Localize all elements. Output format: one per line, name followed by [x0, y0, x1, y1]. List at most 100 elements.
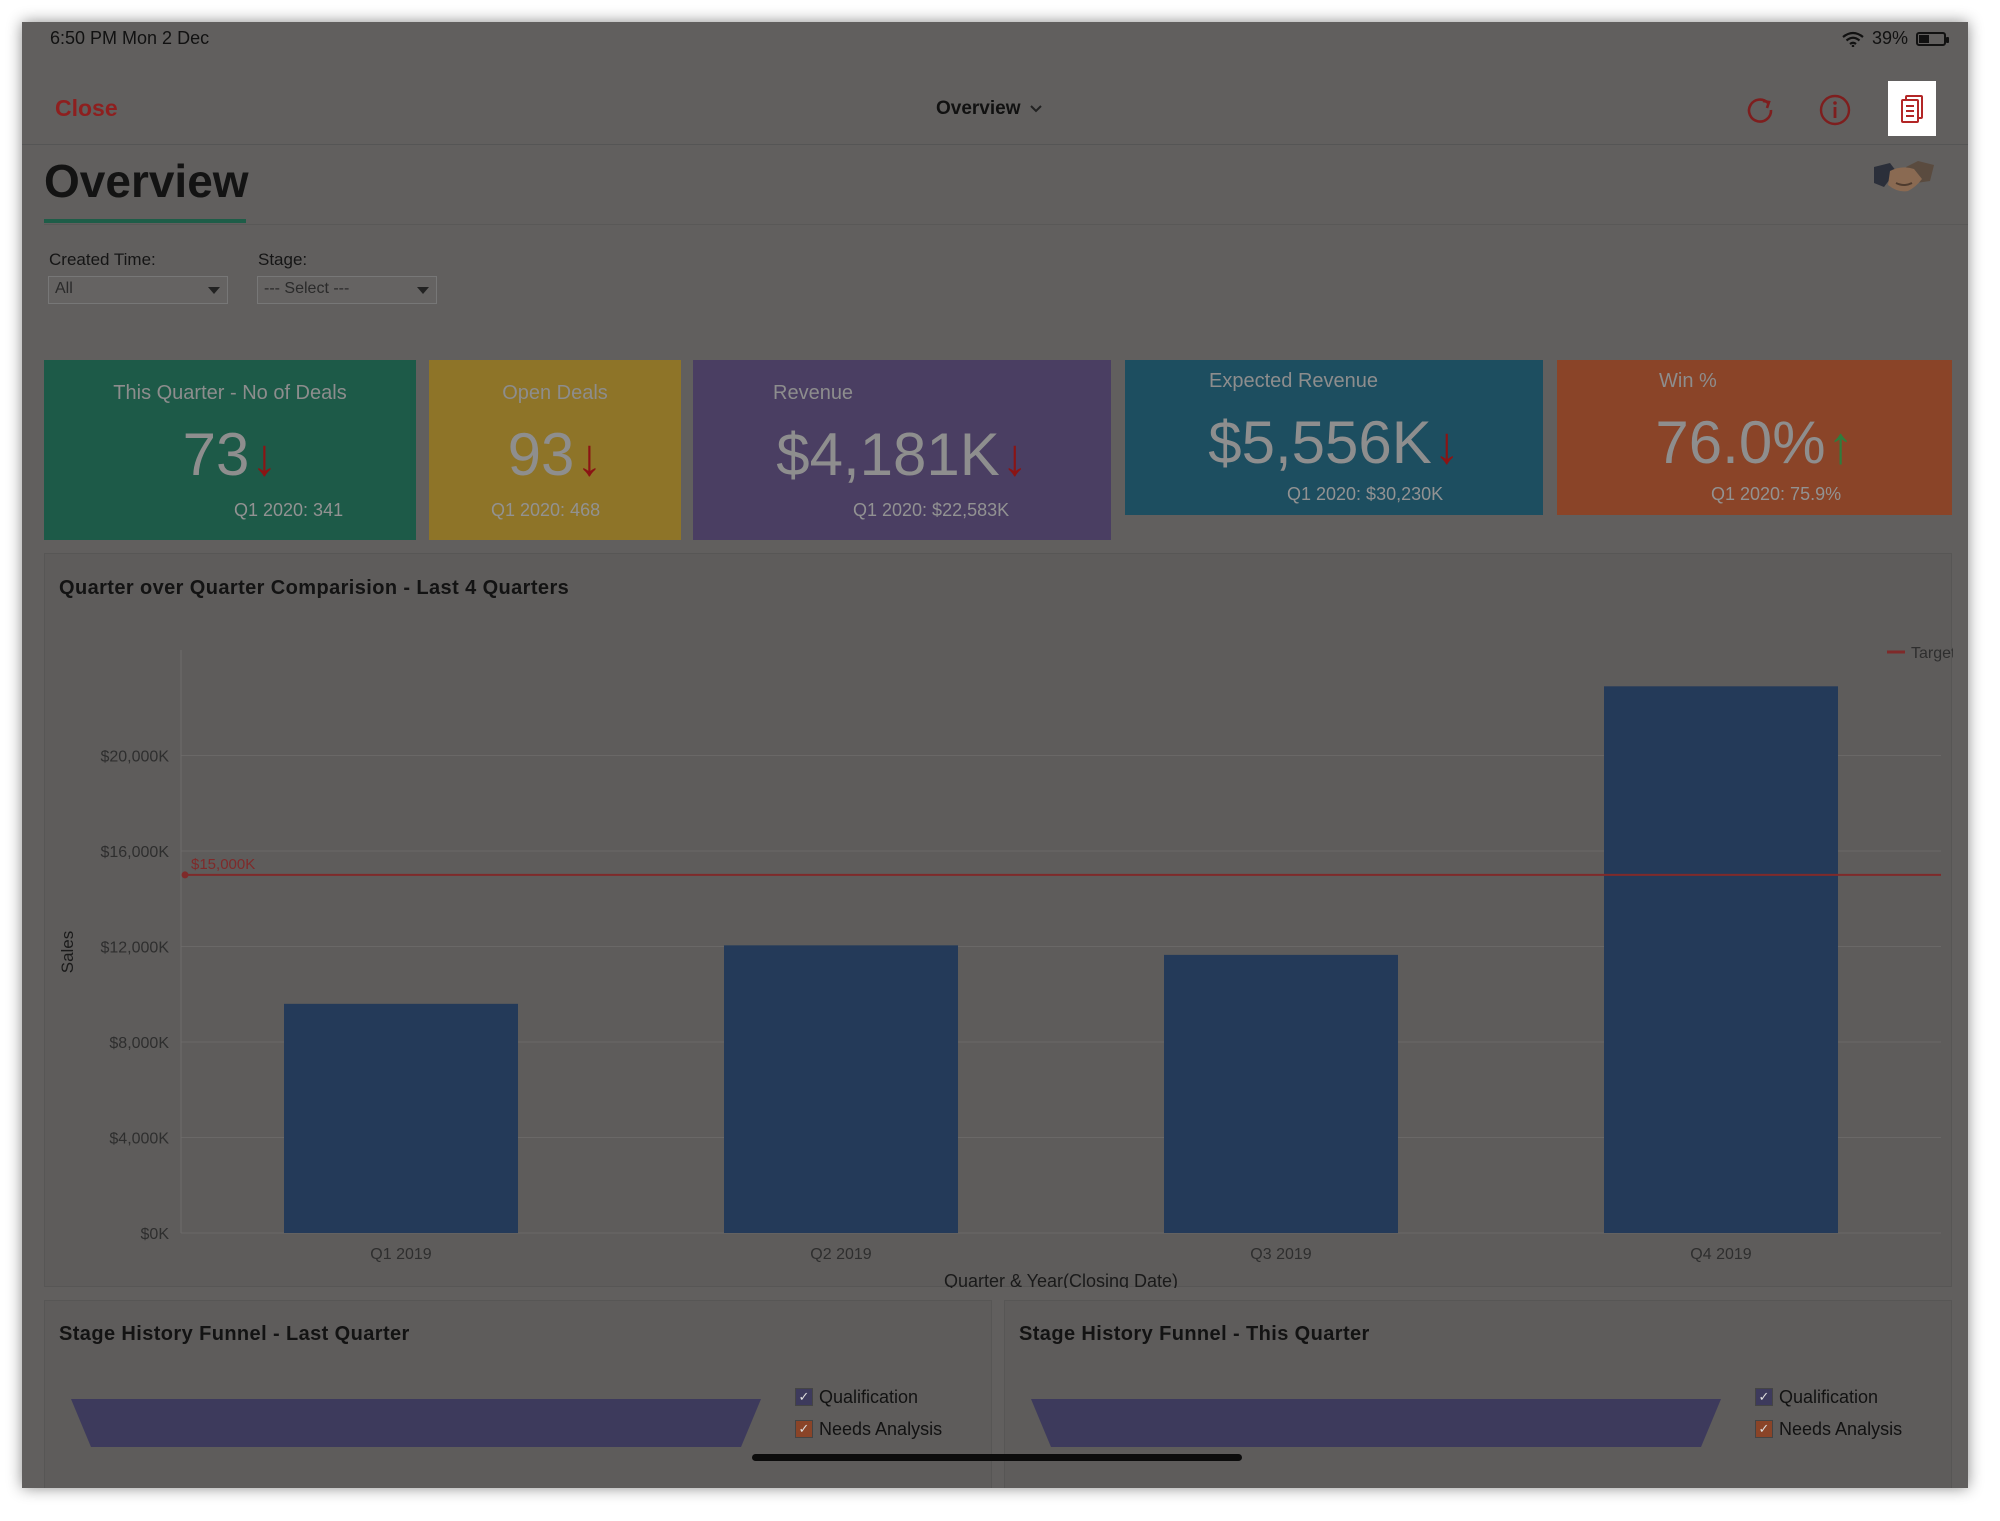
kpi-label: Win % [1659, 370, 1717, 392]
home-indicator[interactable] [752, 1454, 1242, 1461]
kpi-previous: Q1 2020: $30,230K [1287, 484, 1444, 504]
trend-down-icon: ↓ [1433, 417, 1460, 475]
battery-icon [1916, 31, 1949, 46]
kpi-card-win-percent[interactable]: Win % 76.0% ↑ Q1 2020: 75.9% [1557, 360, 1952, 515]
funnel-legend: ✓ Qualification ✓ Needs Analysis [1755, 1381, 1902, 1445]
y-tick-label: $0K [141, 1226, 170, 1243]
y-tick-label: $20,000K [100, 749, 169, 766]
funnel-legend: ✓ Qualification ✓ Needs Analysis [795, 1381, 942, 1445]
report-icon [1901, 94, 1923, 123]
kpi-label: This Quarter - No of Deals [113, 382, 347, 404]
legend-label: Qualification [819, 1386, 919, 1407]
x-tick-label: Q3 2019 [1250, 1246, 1311, 1263]
y-tick-label: $16,000K [100, 844, 169, 861]
trend-down-icon: ↓ [1001, 429, 1028, 487]
refresh-icon[interactable] [1742, 92, 1778, 128]
kpi-value: 93 ↓ [429, 420, 681, 489]
handshake-icon [1874, 161, 1934, 192]
checkbox-icon: ✓ [1755, 1420, 1773, 1438]
title-underline [44, 219, 246, 223]
nav-bar: Close Overview [22, 58, 1968, 145]
funnel-stage-qualification[interactable] [1031, 1399, 1721, 1449]
legend-item-needs-analysis[interactable]: ✓ Needs Analysis [795, 1413, 942, 1445]
battery-percent: 39% [1871, 28, 1908, 48]
x-axis-title: Quarter & Year(Closing Date) [944, 1271, 1178, 1288]
legend-item-needs-analysis[interactable]: ✓ Needs Analysis [1755, 1413, 1902, 1445]
close-button[interactable]: Close [55, 95, 118, 121]
kpi-value-text: 76.0% [1655, 409, 1826, 476]
y-tick-label: $12,000K [100, 940, 169, 957]
kpi-card-revenue[interactable]: Revenue $4,181K ↓ Q1 2020: $22,583K [693, 360, 1111, 540]
kpi-value-text: $5,556K [1208, 409, 1432, 476]
stage-select[interactable]: --- Select --- [257, 276, 437, 304]
bar-q1-2019[interactable] [284, 1003, 518, 1233]
bar-q3-2019[interactable] [1164, 954, 1398, 1233]
funnel-title: Stage History Funnel - Last Quarter [59, 1323, 410, 1345]
kpi-value-text: 93 [507, 421, 575, 488]
kpi-value-text: 73 [182, 421, 250, 488]
stage-value: --- Select --- [264, 280, 350, 297]
kpi-card-open-deals[interactable]: Open Deals 93 ↓ Q1 2020: 468 [429, 360, 681, 540]
chevron-down-icon [1029, 105, 1042, 113]
y-axis-title: Sales [58, 931, 77, 974]
kpi-label: Open Deals [502, 382, 608, 404]
kpi-previous: Q1 2020: $22,583K [853, 500, 1010, 520]
qoq-chart-card: Quarter over Quarter Comparision - Last … [44, 553, 1953, 1288]
dashboard-selector[interactable]: Overview [936, 98, 1043, 120]
kpi-value: 73 ↓ [44, 420, 416, 489]
checkbox-icon: ✓ [795, 1388, 813, 1406]
x-tick-label: Q2 2019 [810, 1246, 871, 1263]
qoq-bar-chart: $0K $4,000K $8,000K $12,000K $16,000K $20,000… [58, 645, 1953, 1288]
funnel-stage-qualification[interactable] [71, 1399, 761, 1449]
funnel-title: Stage History Funnel - This Quarter [1019, 1323, 1370, 1345]
kpi-value-text: $4,181K [776, 421, 1000, 488]
kpi-label: Expected Revenue [1209, 370, 1379, 392]
y-tick-label: $4,000K [109, 1131, 169, 1148]
info-icon[interactable] [1817, 92, 1853, 128]
chart-title: Quarter over Quarter Comparision - Last … [59, 577, 570, 599]
stage-label: Stage: [258, 250, 308, 269]
trend-up-icon: ↑ [1827, 417, 1854, 475]
legend-label: Needs Analysis [819, 1418, 943, 1439]
created-time-value: All [55, 280, 73, 297]
target-value-label: $15,000K [191, 856, 255, 873]
kpi-card-expected-revenue[interactable]: Expected Revenue $5,556K ↓ Q1 2020: $30,2… [1125, 360, 1543, 515]
legend-label: Qualification [1779, 1386, 1879, 1407]
checkbox-icon: ✓ [795, 1420, 813, 1438]
dropdown-arrow-icon [417, 287, 429, 294]
checkbox-icon: ✓ [1755, 1388, 1773, 1406]
status-time: 6:50 PM Mon 2 Dec [50, 28, 210, 48]
kpi-previous: Q1 2020: 341 [234, 500, 344, 520]
bar-q4-2019[interactable] [1604, 686, 1838, 1233]
trend-down-icon: ↓ [251, 429, 278, 487]
kpi-value: $4,181K ↓ [693, 420, 1111, 489]
legend-item-qualification[interactable]: ✓ Qualification [1755, 1381, 1902, 1413]
legend-label: Needs Analysis [1779, 1418, 1903, 1439]
kpi-previous: Q1 2020: 75.9% [1711, 484, 1842, 504]
x-tick-label: Q4 2019 [1690, 1246, 1751, 1263]
funnel-card-last-quarter: Stage History Funnel - Last Quarter ✓ Qu… [44, 1300, 992, 1488]
created-time-label: Created Time: [49, 250, 156, 269]
legend-item-qualification[interactable]: ✓ Qualification [795, 1381, 942, 1413]
kpi-previous: Q1 2020: 468 [491, 500, 601, 520]
status-bar: 6:50 PM Mon 2 Dec 39% [22, 22, 1968, 58]
y-tick-label: $8,000K [109, 1035, 169, 1052]
target-line-start [181, 871, 189, 879]
x-tick-label: Q1 2019 [370, 1246, 431, 1263]
trend-down-icon: ↓ [576, 429, 603, 487]
kpi-value: $5,556K ↓ [1125, 408, 1543, 477]
report-button[interactable] [1888, 81, 1936, 136]
kpi-value: 76.0% ↑ [1557, 408, 1952, 477]
created-time-select[interactable]: All [48, 276, 228, 304]
kpi-label: Revenue [773, 382, 854, 404]
bar-q2-2019[interactable] [724, 945, 958, 1233]
ipad-screen: 6:50 PM Mon 2 Dec 39% Close Overview [22, 22, 1968, 1488]
kpi-card-deals[interactable]: This Quarter - No of Deals 73 ↓ Q1 2020: … [44, 360, 416, 540]
status-right: 39% [1842, 28, 1949, 49]
dashboard-selector-label: Overview [936, 98, 1021, 119]
page-title: Overview [44, 155, 249, 207]
header-divider [44, 224, 1968, 225]
wifi-icon [1842, 31, 1864, 47]
legend-target-label: Target [1911, 645, 1953, 662]
dropdown-arrow-icon [208, 287, 220, 294]
